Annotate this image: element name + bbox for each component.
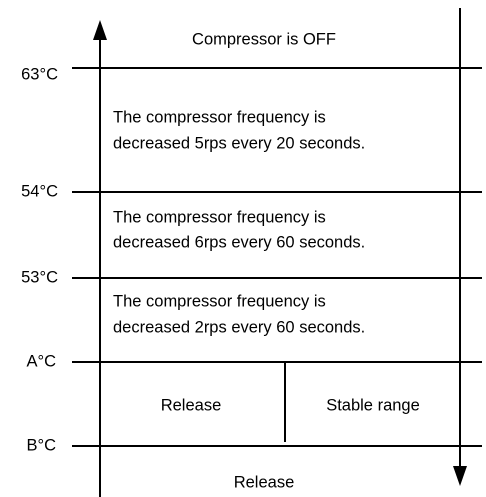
zone-text: The compressor frequency is (113, 292, 326, 310)
zone-text: The compressor frequency is (113, 208, 326, 226)
zone-text: decreased 2rps every 60 seconds. (113, 318, 365, 336)
down-arrow-head (453, 466, 467, 486)
zone-text: Release (161, 396, 222, 414)
zone-text: decreased 5rps every 20 seconds. (113, 134, 365, 152)
zone-text: The compressor frequency is (113, 108, 326, 126)
level-label: B°C (26, 436, 56, 454)
zone-text: decreased 6rps every 60 seconds. (113, 233, 365, 251)
level-label: 63°C (21, 65, 58, 83)
zone-text: Release (234, 473, 295, 491)
level-label: A°C (26, 352, 56, 370)
level-label: 54°C (21, 182, 58, 200)
zone-text: Compressor is OFF (192, 30, 336, 48)
zone-text: Stable range (326, 396, 420, 414)
up-arrow-head (93, 20, 107, 40)
level-label: 53°C (21, 268, 58, 286)
